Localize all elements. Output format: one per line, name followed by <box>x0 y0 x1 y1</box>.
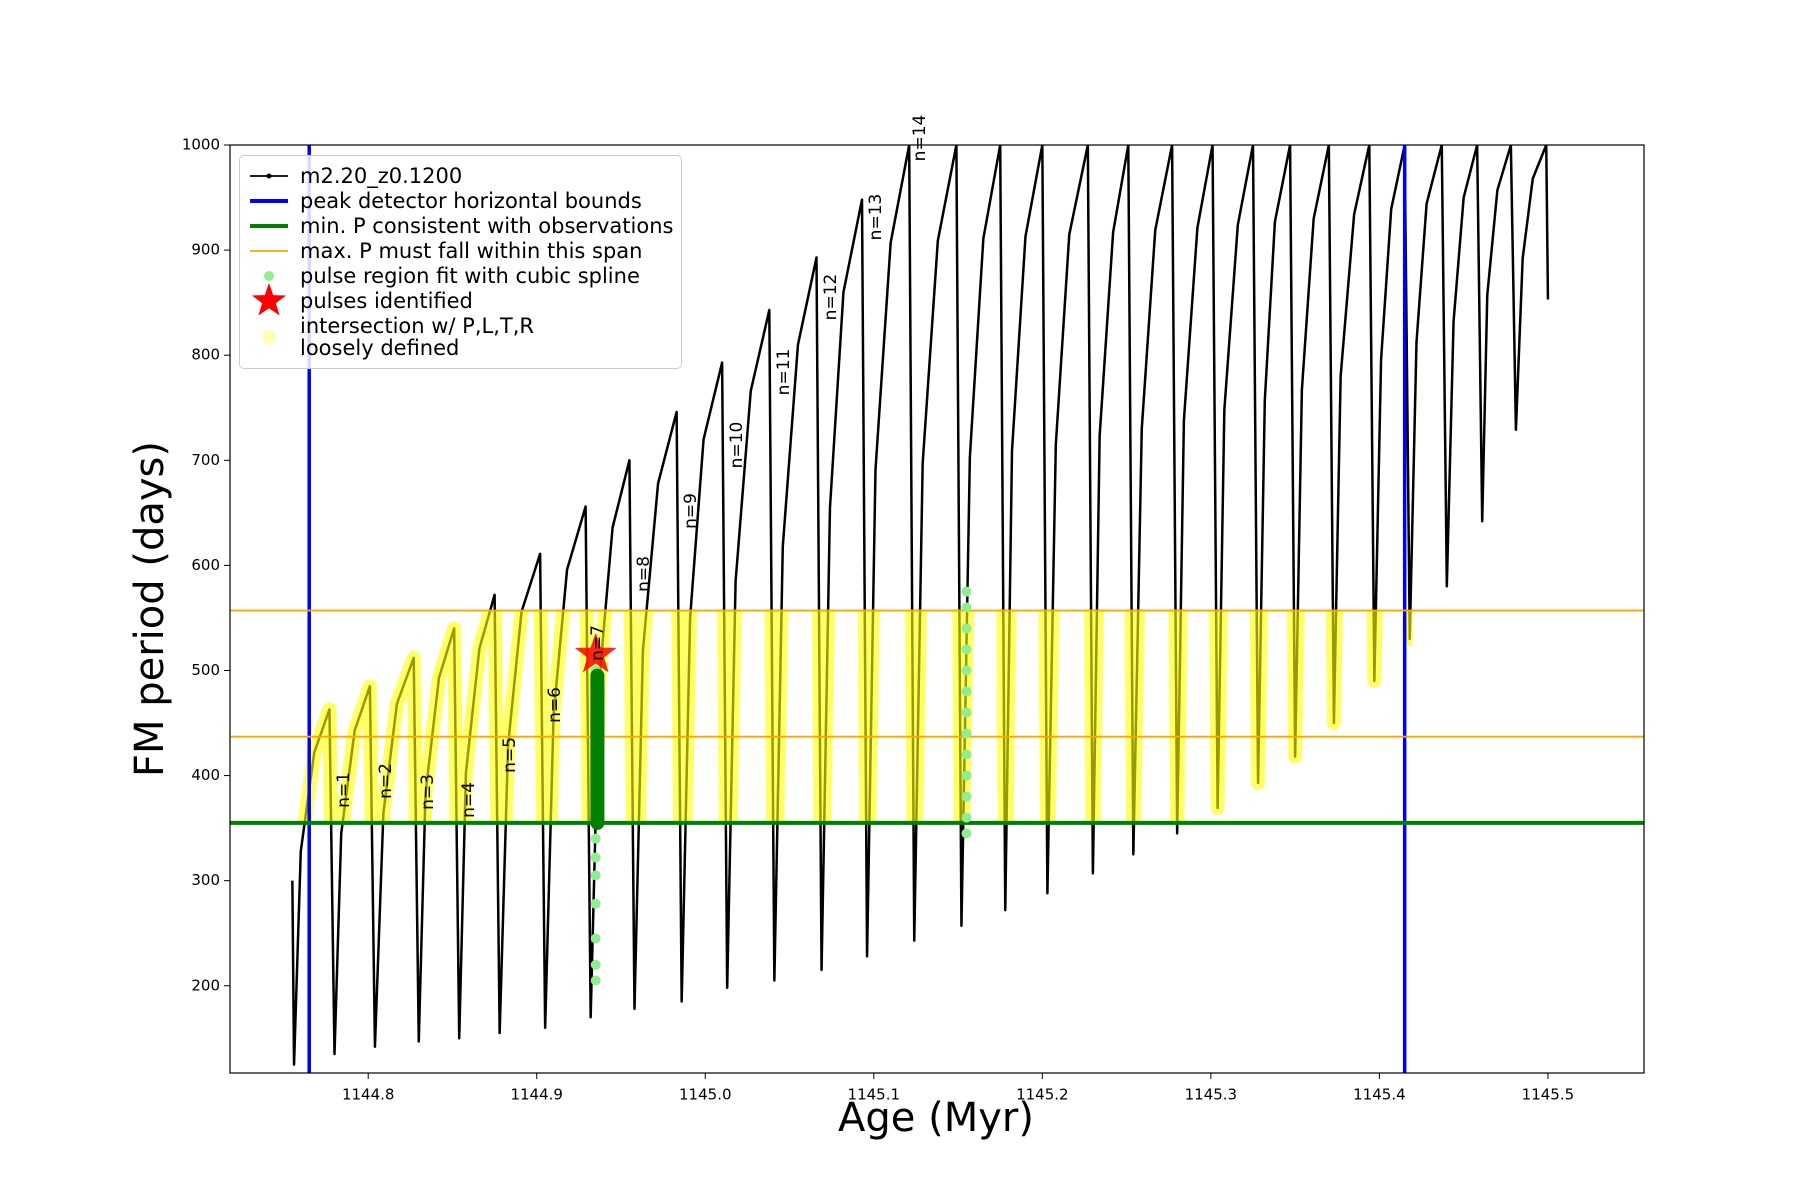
legend-entry: intersection w/ P,L,T,R loosely defined <box>248 315 673 359</box>
legend-label: peak detector horizontal bounds <box>300 189 642 213</box>
plot-frame <box>229 144 1645 1074</box>
cycle-annotation: n=14 <box>910 115 930 162</box>
intersection-group <box>297 610 1413 823</box>
cycle-annotation: n=9 <box>681 493 701 529</box>
intersection-highlight <box>297 610 1413 823</box>
fit-point <box>961 665 972 676</box>
legend-entry: m2.20_z0.1200 <box>248 165 673 187</box>
y-tick-label: 300 <box>191 871 220 889</box>
y-axis-label: FM period (days) <box>127 441 173 777</box>
y-tick-label: 500 <box>191 661 220 679</box>
legend-label: min. P consistent with observations <box>300 214 674 238</box>
fit-point <box>961 728 972 739</box>
y-tick-label: 800 <box>191 346 220 364</box>
legend-label: intersection w/ P,L,T,R loosely defined <box>300 314 534 360</box>
legend-label: max. P must fall within this span <box>300 239 643 263</box>
fit-point <box>961 749 972 760</box>
y-tick-label: 700 <box>191 451 220 469</box>
fit-point <box>961 791 972 802</box>
fit-point <box>961 644 972 655</box>
legend-handle <box>250 199 288 203</box>
fit-point <box>961 686 972 697</box>
legend-handle <box>250 173 288 179</box>
fit-point <box>961 623 972 634</box>
legend-label: m2.20_z0.1200 <box>300 164 463 188</box>
fit-point <box>961 828 972 839</box>
cycle-annotation: n=8 <box>634 556 654 592</box>
fit-point <box>961 707 972 718</box>
cycle-annotation: n=11 <box>774 349 794 396</box>
cycle-annotation: n=6 <box>545 687 565 723</box>
fit-point <box>590 975 601 986</box>
legend-handle <box>250 250 288 252</box>
pulse-star <box>574 632 617 673</box>
cycle-annotation: n=3 <box>418 774 438 810</box>
x-tick-label: 1145.3 <box>1185 1086 1238 1104</box>
y-tick-label: 400 <box>191 766 220 784</box>
x-tick-label: 1145.2 <box>1016 1086 1069 1104</box>
fit-point <box>590 959 601 970</box>
fit-point <box>590 852 601 863</box>
fit-point <box>590 870 601 881</box>
fit-point <box>961 812 972 823</box>
x-axis-label: Age (Myr) <box>838 1095 1034 1141</box>
legend-entry: min. P consistent with observations <box>248 215 673 237</box>
legend-handle <box>250 224 288 228</box>
fit-point <box>961 770 972 781</box>
cycle-annotation: n=13 <box>866 194 886 241</box>
x-tick-label: 1145.0 <box>679 1086 732 1104</box>
cycle-annotation: n=5 <box>500 737 520 773</box>
y-tick-label: 900 <box>191 241 220 259</box>
fit-point <box>590 933 601 944</box>
legend-handle <box>264 271 274 281</box>
cycle-annotation: n=10 <box>727 422 747 469</box>
cycle-annotation: n=2 <box>376 763 396 799</box>
legend-entry: pulses identified <box>248 283 673 316</box>
x-tick-label: 1144.8 <box>342 1086 395 1104</box>
cycle-annotation: n=7 <box>588 625 608 661</box>
cycle-annotation: n=1 <box>334 772 354 808</box>
x-tick-label: 1144.9 <box>510 1086 563 1104</box>
x-tick-label: 1145.4 <box>1353 1086 1406 1104</box>
x-tick-label: 1145.1 <box>848 1086 901 1104</box>
fit-point <box>961 602 972 613</box>
legend-label: pulse region fit with cubic spline <box>300 264 640 288</box>
fit-point <box>590 833 601 844</box>
legend: m2.20_z0.1200 peak detector horizontal bo… <box>239 155 683 369</box>
cycle-annotation: n=12 <box>821 274 841 321</box>
y-tick-label: 600 <box>191 556 220 574</box>
legend-label: pulses identified <box>300 289 473 313</box>
legend-entry: peak detector horizontal bounds <box>248 190 673 212</box>
legend-entry: max. P must fall within this span <box>248 240 673 262</box>
fit-point <box>961 586 972 597</box>
y-tick-label: 1000 <box>182 136 220 154</box>
fit-point <box>590 898 601 909</box>
legend-handle <box>262 330 276 344</box>
x-tick-label: 1145.5 <box>1522 1086 1575 1104</box>
plot-area <box>230 145 1644 1073</box>
y-tick-label: 200 <box>191 976 220 994</box>
legend-entry: pulse region fit with cubic spline <box>248 265 673 287</box>
cycle-annotation: n=4 <box>459 782 479 818</box>
legend-handle <box>251 283 287 316</box>
